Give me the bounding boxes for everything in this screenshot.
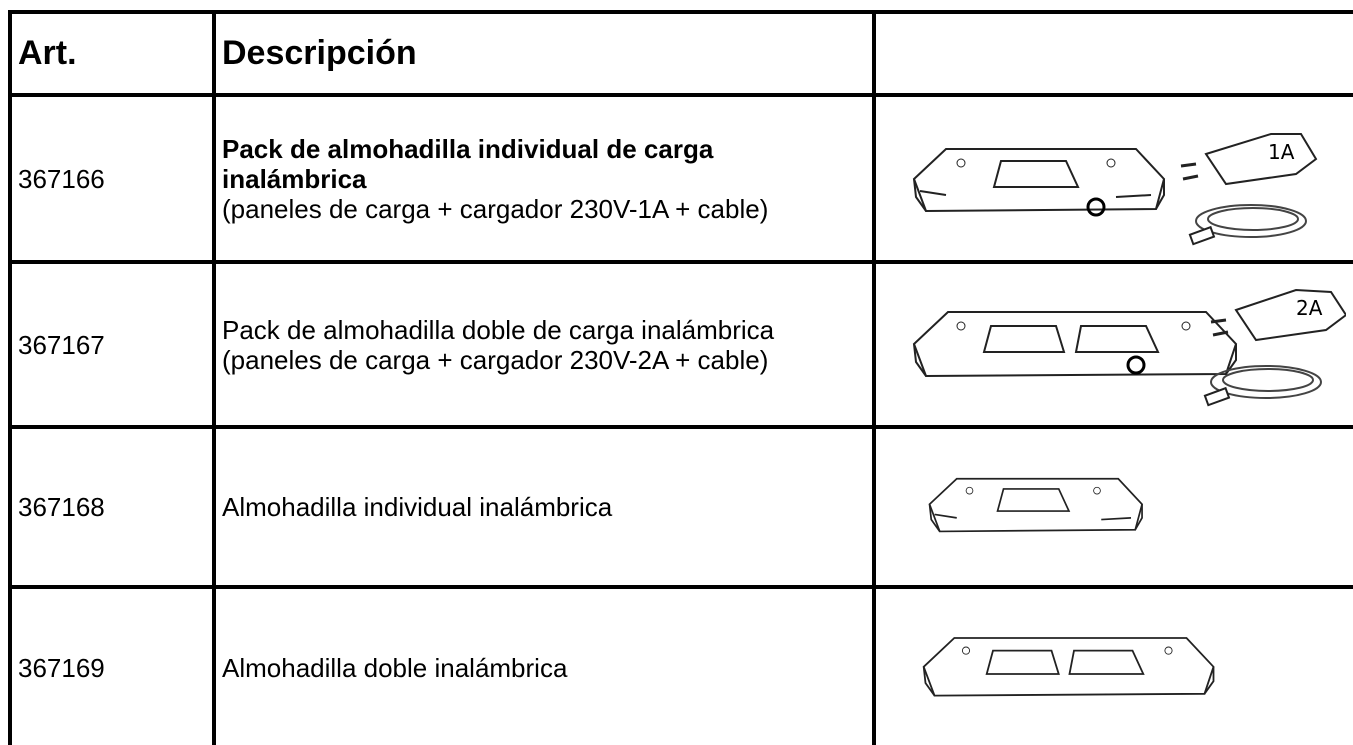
charger-label: 1A — [1268, 140, 1295, 164]
product-illustration — [922, 637, 1215, 697]
image-cell: 1A — [872, 93, 1353, 264]
row: 367167 Pack de almohadilla doble de carg… — [8, 260, 1353, 429]
title: Almohadilla doble inalámbrica — [222, 653, 568, 683]
row: 367166 Pack de almohadilla individual de… — [8, 93, 1353, 264]
art-number: 367167 — [8, 260, 216, 429]
header-art: Art. — [8, 10, 216, 97]
charger-label: 2A — [1296, 296, 1323, 320]
description: Pack de almohadilla individual de carga … — [212, 93, 876, 264]
art-number: 367169 — [8, 585, 216, 745]
image-cell — [872, 425, 1353, 589]
row: 367168 Almohadilla individual inalámbric… — [8, 425, 1353, 589]
title: Pack de almohadilla individual de carga … — [222, 133, 714, 194]
title: Almohadilla individual inalámbrica — [222, 492, 613, 522]
image-cell — [872, 585, 1353, 745]
header-row: Art. Descripción — [8, 10, 1353, 97]
row: 367169 Almohadilla doble inalámbrica — [8, 585, 1353, 745]
header-image — [872, 10, 1353, 97]
header-description: Descripción — [212, 10, 876, 97]
image-cell: 2A — [872, 260, 1353, 429]
description: Almohadilla doble inalámbrica — [212, 585, 876, 745]
art-number: 367168 — [8, 425, 216, 589]
detail: (paneles de carga + cargador 230V-2A + c… — [222, 344, 769, 375]
title: Pack de almohadilla doble de carga inalá… — [222, 314, 775, 345]
product-table: Art. Descripción 367166 Pack de almohadi… — [8, 10, 1353, 745]
product-illustration: 2A — [913, 288, 1346, 406]
description: Pack de almohadilla doble de carga inalá… — [212, 260, 876, 429]
description: Almohadilla individual inalámbrica — [212, 425, 876, 589]
art-number: 367166 — [8, 93, 216, 264]
detail: (paneles de carga + cargador 230V-1A + c… — [222, 193, 769, 224]
product-illustration: 1A — [913, 132, 1318, 245]
product-illustration — [928, 477, 1143, 533]
